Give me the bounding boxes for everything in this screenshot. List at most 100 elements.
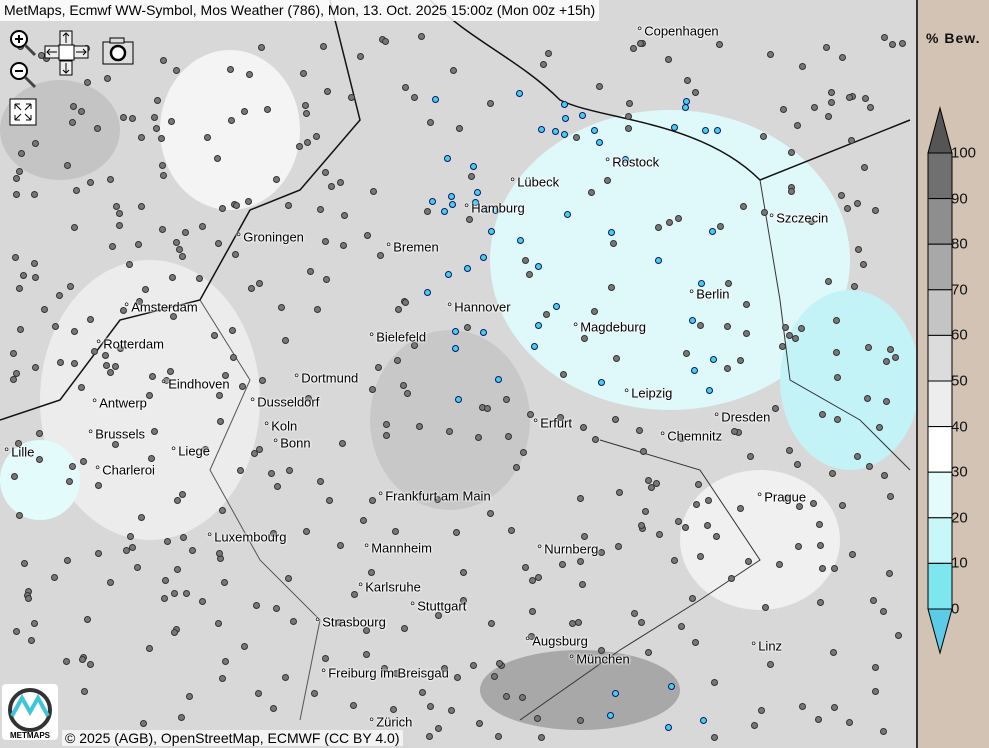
weather-symbol (11, 254, 19, 262)
weather-symbol (690, 367, 698, 375)
weather-symbol (830, 565, 838, 573)
weather-symbol (895, 632, 903, 640)
weather-symbol (875, 424, 883, 431)
weather-symbol (487, 100, 495, 108)
weather-symbol (652, 479, 660, 487)
weather-symbol (728, 574, 735, 582)
weather-symbol (825, 278, 833, 286)
weather-map[interactable]: Copenhagen Rostock Lübeck Hamburg Szczecin Gr… (0, 0, 916, 748)
pan-arrows-icon[interactable] (44, 30, 90, 76)
weather-symbol (898, 40, 906, 48)
weather-symbol (534, 262, 542, 270)
weather-symbol (12, 174, 20, 182)
weather-symbol (10, 349, 18, 357)
weather-symbol (426, 703, 434, 711)
weather-symbol (581, 334, 589, 342)
weather-symbol (788, 148, 796, 156)
city-label: Bremen (386, 240, 439, 255)
weather-symbol (697, 321, 705, 329)
weather-symbol (56, 292, 64, 299)
weather-symbol (513, 463, 521, 471)
weather-symbol (168, 274, 176, 282)
fullscreen-icon[interactable] (9, 98, 37, 126)
weather-symbol (153, 97, 161, 105)
weather-symbol (604, 177, 612, 185)
weather-symbol (245, 198, 252, 206)
weather-symbol (302, 102, 310, 110)
city-label: Mannheim (364, 541, 432, 556)
weather-symbol (444, 271, 452, 279)
weather-symbol (312, 132, 320, 140)
weather-symbol (425, 733, 433, 741)
weather-symbol (362, 650, 370, 658)
city-label: Dortmund (294, 371, 358, 386)
weather-symbol (665, 723, 673, 731)
weather-symbol (139, 720, 147, 728)
city-label: München (569, 652, 629, 667)
weather-symbol (323, 276, 331, 284)
city-label: Erfurt (533, 416, 572, 431)
weather-symbol (394, 305, 402, 313)
legend-band (927, 243, 953, 291)
weather-symbol (889, 41, 897, 49)
weather-symbol (495, 660, 503, 668)
weather-symbol (129, 543, 137, 551)
city-label: Berlin (689, 287, 729, 302)
weather-symbol (295, 143, 303, 151)
weather-symbol (569, 619, 577, 627)
camera-icon[interactable] (102, 36, 134, 66)
weather-symbol (233, 202, 241, 210)
weather-symbol (189, 546, 197, 554)
weather-symbol (463, 323, 471, 331)
weather-symbol (614, 542, 622, 550)
city-label: Rostock (605, 155, 659, 170)
weather-symbol (142, 285, 150, 293)
weather-symbol (20, 271, 28, 279)
weather-symbol (596, 82, 604, 90)
metmaps-logo[interactable]: METMAPS (2, 684, 58, 740)
weather-symbol (360, 516, 368, 524)
weather-symbol (483, 404, 491, 412)
weather-symbol (213, 154, 221, 162)
weather-symbol (832, 349, 840, 357)
weather-symbol (394, 356, 402, 364)
weather-symbol (831, 704, 839, 712)
weather-symbol (303, 527, 311, 535)
weather-symbol (267, 469, 275, 477)
legend-band (927, 426, 953, 473)
weather-symbol (125, 261, 133, 268)
weather-symbol (811, 104, 819, 112)
weather-symbol (591, 126, 598, 134)
weather-symbol (116, 210, 124, 218)
city-label: Nurnberg (537, 542, 598, 557)
weather-symbol (226, 66, 234, 74)
weather-symbol (158, 225, 166, 233)
weather-symbol (348, 94, 356, 102)
weather-symbol (94, 550, 102, 558)
weather-symbol (674, 517, 682, 525)
legend-label: 10 (951, 554, 968, 572)
weather-symbol (36, 430, 44, 438)
weather-symbol (828, 89, 836, 97)
weather-symbol (149, 372, 157, 380)
weather-symbol (677, 623, 685, 631)
weather-symbol (452, 528, 460, 536)
weather-symbol (258, 43, 266, 51)
weather-symbol (745, 557, 753, 565)
zoom-in-icon[interactable] (8, 28, 38, 58)
city-label: Koln (264, 419, 297, 434)
weather-symbol (573, 133, 581, 141)
weather-symbol (479, 253, 487, 261)
weather-symbol (794, 461, 801, 469)
weather-symbol (625, 124, 633, 132)
weather-symbol (367, 568, 375, 576)
weather-symbol (199, 223, 207, 231)
zoom-out-icon[interactable] (8, 60, 38, 90)
legend-label: 100 (951, 144, 977, 162)
weather-symbol (336, 542, 344, 550)
weather-symbol (543, 310, 551, 318)
weather-symbol (36, 456, 44, 464)
copyright[interactable]: © 2025 (AGB), OpenStreetMap, ECMWF (CC B… (62, 730, 403, 746)
weather-symbol (449, 66, 457, 74)
weather-symbol (780, 106, 788, 114)
